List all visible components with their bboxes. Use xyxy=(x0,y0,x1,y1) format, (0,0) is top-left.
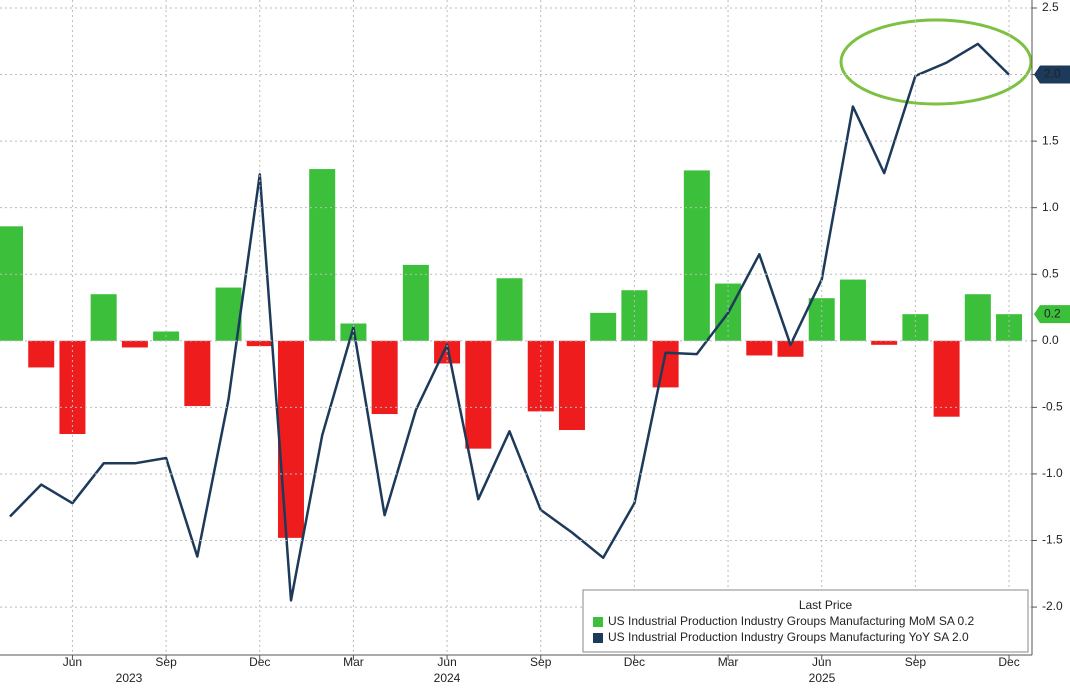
y-tick-label: 0.0 xyxy=(1042,333,1059,347)
plot xyxy=(0,42,1023,602)
legend-value: 2.0 xyxy=(952,630,969,644)
y-tick-label: 1.0 xyxy=(1042,200,1059,214)
x-tick-label: Mar xyxy=(718,655,739,669)
legend-value: 0.2 xyxy=(958,614,975,628)
bar xyxy=(777,340,804,357)
year-label: 2025 xyxy=(809,671,836,685)
bar xyxy=(246,340,273,347)
x-tick-label: Dec xyxy=(998,655,1019,669)
bar xyxy=(808,298,835,341)
legend-label: US Industrial Production Industry Groups… xyxy=(608,614,975,628)
y-tick-label: 0.5 xyxy=(1042,266,1059,280)
year-label: 2024 xyxy=(434,671,461,685)
bar xyxy=(465,340,492,449)
x-tick-label: Jun xyxy=(437,655,456,669)
bar xyxy=(558,340,585,431)
legend-box xyxy=(582,589,1029,653)
bar xyxy=(652,340,679,388)
y-tick-label: -1.5 xyxy=(1042,533,1063,547)
bar xyxy=(683,170,710,341)
line xyxy=(9,42,1010,602)
y-tick-label: 1.5 xyxy=(1042,133,1059,147)
bar xyxy=(309,169,336,341)
legend-name: US Industrial Production Industry Groups… xyxy=(608,614,955,628)
bar xyxy=(371,340,398,415)
bar xyxy=(871,340,898,345)
legend-swatch xyxy=(593,617,603,627)
bar xyxy=(184,340,211,407)
y-tick-label: -0.5 xyxy=(1042,400,1063,414)
legend-name: US Industrial Production Industry Groups… xyxy=(608,630,949,644)
legend-title: Last Price xyxy=(799,598,853,612)
y-tick-label: -2.0 xyxy=(1042,599,1063,613)
year-label: 2023 xyxy=(116,671,143,685)
bar xyxy=(933,340,960,417)
bar xyxy=(964,294,991,341)
y-tick-label: 2.5 xyxy=(1042,0,1059,14)
last-value-tag xyxy=(1034,305,1070,324)
bar xyxy=(839,279,866,341)
legend-label: US Industrial Production Industry Groups… xyxy=(608,630,969,644)
x-tick-label: Jun xyxy=(63,655,82,669)
bar xyxy=(402,264,429,341)
x-tick-label: Dec xyxy=(249,655,270,669)
bar xyxy=(28,340,55,368)
x-tick-label: Mar xyxy=(343,655,364,669)
bar xyxy=(590,312,617,341)
x-tick-label: Jun xyxy=(812,655,831,669)
bar xyxy=(277,340,304,538)
x-tick-label: Dec xyxy=(624,655,645,669)
bar xyxy=(0,226,23,341)
highlight-ellipse xyxy=(839,18,1033,106)
bar xyxy=(121,340,148,348)
bar xyxy=(746,340,773,356)
y-tick-label: -1.0 xyxy=(1042,466,1063,480)
x-tick-label: Sep xyxy=(155,655,177,669)
bar xyxy=(90,294,117,341)
legend-swatch xyxy=(593,633,603,643)
bar xyxy=(496,278,523,341)
x-tick-label: Sep xyxy=(905,655,927,669)
last-value-label: 2.0 xyxy=(1044,67,1061,81)
last-value-label: 0.2 xyxy=(1044,306,1061,320)
x-tick-label: Sep xyxy=(530,655,552,669)
last-value-tag xyxy=(1034,65,1070,84)
